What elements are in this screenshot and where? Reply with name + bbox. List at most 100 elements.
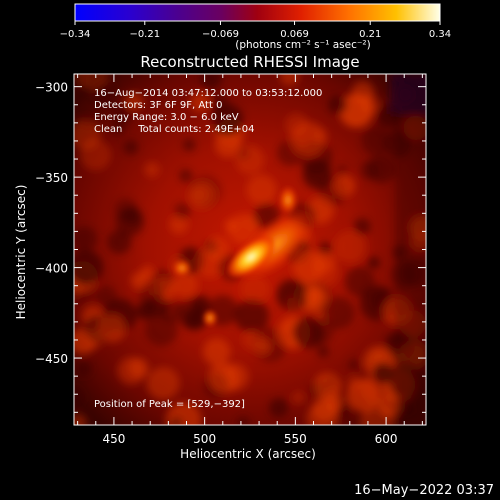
x-tick-label: 550	[284, 432, 307, 446]
colorbar-tick-label: 0.34	[429, 29, 451, 40]
texture-bright-patch	[286, 297, 300, 311]
texture-bright-patch	[235, 145, 265, 175]
texture-bright-patch	[194, 247, 225, 278]
texture-bright-patch	[214, 130, 242, 158]
info-total-counts: Clean Total counts: 2.49E+04	[94, 124, 254, 135]
texture-dark-patch	[74, 250, 103, 285]
texture-dark-patch	[76, 361, 92, 377]
texture-dark-patch	[138, 282, 164, 308]
texture-bright-patch	[202, 338, 231, 366]
texture-dark-patch	[159, 299, 183, 323]
heatmap-texture	[74, 74, 426, 425]
x-tick-label: 500	[193, 432, 216, 446]
heatmap-image	[74, 74, 426, 425]
texture-bright-patch	[189, 91, 211, 112]
colorbar-tick-label: 0.069	[280, 29, 309, 40]
texture-dark-patch	[361, 126, 391, 156]
texture-dark-patch	[292, 316, 325, 349]
texture-bright-patch	[279, 74, 299, 86]
texture-dark-patch	[236, 415, 251, 425]
x-tick-label: 450	[102, 432, 125, 446]
texture-dark-patch	[211, 103, 244, 136]
footer-timestamp: 16−May−2022 03:37	[354, 483, 494, 498]
texture-edge-shade	[395, 74, 426, 425]
texture-dark-patch	[123, 139, 139, 155]
texture-bright-patch	[144, 161, 160, 178]
colorbar-tick-label: −0.34	[60, 29, 91, 40]
axis-tick-labels: 450 500 550 600 −300 −350 −400 −450	[35, 81, 398, 446]
y-tick-label: −400	[35, 262, 68, 276]
texture-dark-patch	[95, 285, 118, 308]
texture-bright-patch	[253, 338, 271, 355]
texture-dark-patch	[302, 159, 332, 189]
texture-bright-patch	[190, 186, 208, 204]
texture-dark-patch	[93, 82, 118, 107]
y-axis-label: Heliocentric Y (arcsec)	[14, 185, 28, 320]
texture-bright-patch	[146, 366, 180, 400]
texture-bright-patch	[172, 271, 199, 298]
y-tick-label: −300	[35, 81, 68, 95]
texture-dark-patch	[372, 362, 395, 385]
x-axis-label: Heliocentric X (arcsec)	[180, 447, 316, 461]
texture-dark-patch	[276, 279, 309, 311]
colorbar-tick-label: 0.21	[359, 29, 381, 40]
texture-bright-patch	[333, 230, 367, 264]
texture-dark-patch	[107, 229, 132, 255]
texture-dark-patch	[321, 296, 355, 330]
texture-dark-patch	[183, 307, 207, 330]
colorbar-gradient	[74, 3, 441, 22]
texture-bright-patch	[291, 391, 305, 404]
texture-dark-patch	[269, 398, 289, 418]
texture-bright-patch	[303, 287, 320, 304]
axis-ticks	[74, 74, 426, 425]
secondary-source-sw	[202, 309, 218, 327]
texture-bright-patch	[246, 174, 277, 205]
texture-dark-patch	[347, 358, 361, 372]
texture-bright-patch	[333, 174, 356, 197]
texture-dark-patch	[367, 256, 381, 269]
texture-dark-patch	[192, 294, 211, 313]
texture-bright-patch	[74, 119, 101, 150]
texture-bright-patch	[128, 358, 149, 379]
texture-bright-patch	[208, 362, 240, 394]
info-time-range: 16−Aug−2014 03:47:12.000 to 03:53:12.000	[94, 88, 322, 99]
colorbar-ticks: −0.34 −0.21 −0.069 0.069 0.21 0.34	[60, 21, 451, 40]
info-detectors: Detectors: 3F 6F 9F, Att 0	[94, 100, 222, 111]
texture-bright-patch	[325, 393, 344, 412]
peak-position-label: Position of Peak = [529,−392]	[94, 399, 245, 410]
observation-info: 16−Aug−2014 03:47:12.000 to 03:53:12.000…	[94, 88, 322, 410]
texture-dark-patch	[360, 160, 380, 180]
texture-dark-patch	[110, 104, 133, 126]
texture-bright-patch	[292, 249, 326, 283]
texture-dark-patch	[335, 164, 349, 177]
texture-dark-patch	[328, 95, 348, 115]
texture-dark-patch	[114, 197, 138, 221]
colorbar-tick-label: −0.21	[129, 29, 160, 40]
texture-bright-patch	[290, 121, 326, 157]
colorbar-tick-label: −0.069	[202, 29, 239, 40]
secondary-source-w	[172, 259, 192, 277]
emission-sources	[172, 185, 317, 327]
texture-dark-patch	[169, 416, 183, 425]
secondary-source-ne	[278, 185, 298, 215]
texture-dark-patch	[234, 298, 270, 334]
texture-dark-patch	[317, 345, 330, 358]
texture-dark-patch	[353, 218, 371, 236]
texture-bright-patch	[97, 313, 127, 343]
texture-bright-patch	[313, 372, 342, 401]
texture-bright-patch	[240, 275, 270, 304]
texture-dark-patch	[200, 74, 222, 90]
peak-source	[226, 235, 277, 279]
x-tick-label: 600	[375, 432, 398, 446]
y-tick-label: −450	[35, 352, 68, 366]
chart-title: Reconstructed RHESSI Image	[140, 53, 359, 71]
texture-dark-patch	[209, 92, 229, 112]
texture-dark-patch	[74, 226, 98, 252]
colorbar-unit-label: (photons cm⁻² s⁻¹ asec⁻²)	[235, 39, 370, 51]
texture-bright-patch	[169, 214, 189, 234]
colorbar: −0.34 −0.21 −0.069 0.069 0.21 0.34 (photons c…	[60, 3, 451, 51]
texture-corner-shade	[390, 74, 426, 114]
texture-bright-patch	[124, 92, 144, 111]
texture-dark-patch	[174, 202, 191, 220]
